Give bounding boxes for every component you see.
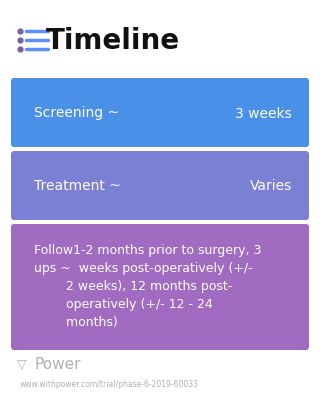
Text: Power: Power	[34, 357, 81, 371]
Text: ▽: ▽	[17, 358, 27, 371]
Text: Screening ~: Screening ~	[34, 106, 119, 120]
FancyBboxPatch shape	[11, 224, 309, 350]
Text: Timeline: Timeline	[46, 27, 180, 55]
FancyBboxPatch shape	[11, 79, 309, 148]
Text: Varies: Varies	[250, 179, 292, 193]
Text: Follow1-2 months prior to surgery, 3
ups ~  weeks post-operatively (+/-
        : Follow1-2 months prior to surgery, 3 ups…	[34, 243, 261, 328]
Text: 3 weeks: 3 weeks	[235, 106, 292, 120]
FancyBboxPatch shape	[11, 151, 309, 220]
Text: www.withpower.com/trial/phase-6-2019-60033: www.withpower.com/trial/phase-6-2019-600…	[20, 379, 199, 388]
Text: Treatment ~: Treatment ~	[34, 179, 121, 193]
